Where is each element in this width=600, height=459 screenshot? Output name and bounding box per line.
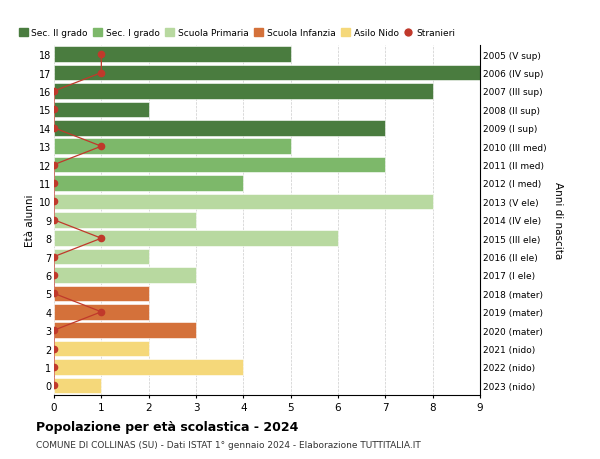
Bar [54,194,433,210]
Bar [54,84,433,100]
Bar [54,304,149,320]
Bar [54,47,290,63]
Bar [54,157,385,173]
Y-axis label: Anni di nascita: Anni di nascita [553,182,563,259]
Legend: Sec. II grado, Sec. I grado, Scuola Primaria, Scuola Infanzia, Asilo Nido, Stran: Sec. II grado, Sec. I grado, Scuola Prim… [19,29,455,38]
Bar [54,341,149,357]
Bar [54,359,244,375]
Bar [54,323,196,338]
Text: Popolazione per età scolastica - 2024: Popolazione per età scolastica - 2024 [36,420,298,433]
Bar [54,102,149,118]
Y-axis label: Età alunni: Età alunni [25,194,35,246]
Bar [54,176,244,191]
Bar [54,121,385,136]
Bar [54,268,196,283]
Bar [54,139,290,155]
Bar [54,231,338,246]
Bar [54,249,149,265]
Bar [54,286,149,302]
Bar [54,66,480,81]
Bar [54,378,101,393]
Bar [54,213,196,228]
Text: COMUNE DI COLLINAS (SU) - Dati ISTAT 1° gennaio 2024 - Elaborazione TUTTITALIA.I: COMUNE DI COLLINAS (SU) - Dati ISTAT 1° … [36,440,421,449]
